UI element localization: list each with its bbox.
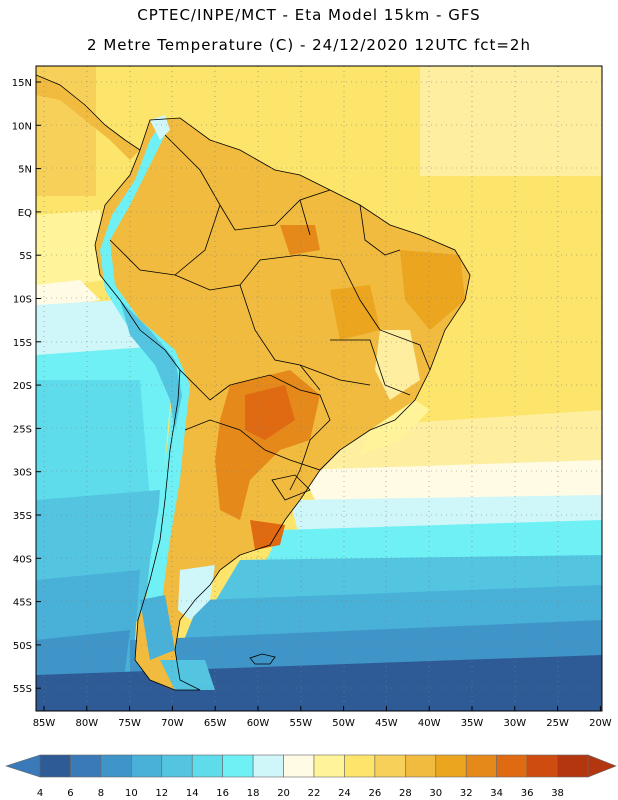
legend-value: 22	[308, 788, 321, 799]
legend-swatch	[557, 754, 589, 778]
legend-swatch	[344, 754, 376, 778]
andes-altiplano	[120, 300, 182, 430]
lon-label: 75W	[118, 718, 141, 729]
legend-arrow-high	[587, 754, 617, 778]
hot-zone-northeast	[400, 250, 465, 330]
legend-swatch	[465, 754, 497, 778]
lat-label: 10N	[12, 121, 32, 132]
legend-swatch	[374, 754, 406, 778]
hot-zone-pampa	[250, 520, 285, 550]
map-title: CPTEC/INPE/MCT - Eta Model 15km - GFS	[137, 6, 481, 24]
lat-label: 5N	[18, 165, 32, 176]
legend-value: 30	[429, 788, 442, 799]
legend-value: 26	[369, 788, 382, 799]
legend-value: 28	[399, 788, 412, 799]
lat-label: 15S	[13, 338, 32, 349]
legend-swatch	[161, 754, 193, 778]
legend-value: 38	[551, 788, 564, 799]
lon-label: 30W	[503, 718, 526, 729]
legend-value: 10	[125, 788, 138, 799]
legend-value: 34	[490, 788, 503, 799]
legend-swatch	[222, 754, 254, 778]
hot-zone-central	[330, 285, 380, 340]
legend-value: 8	[98, 788, 104, 799]
lat-label: 5S	[19, 251, 32, 262]
legend-swatch	[252, 754, 284, 778]
legend-value: 14	[186, 788, 199, 799]
ocean-pacific-18	[36, 300, 170, 360]
colombia-andes	[150, 115, 170, 140]
hot-zone-amazon	[280, 225, 320, 255]
lat-label: 55S	[13, 684, 32, 695]
lon-label: 85W	[33, 718, 56, 729]
legend-swatch	[526, 754, 558, 778]
legend-value: 16	[216, 788, 229, 799]
lon-label: 50W	[332, 718, 355, 729]
legend-arrow-low	[5, 754, 41, 778]
patagonia-ice	[140, 595, 175, 660]
legend-value: 6	[67, 788, 73, 799]
legend-swatch	[313, 754, 345, 778]
lon-label: 55W	[289, 718, 312, 729]
lat-label: 35S	[13, 511, 32, 522]
color-legend-labels: 4 6 8 10 12 14 16 18 20 22 24 26 28 30 32 34 36 38	[37, 788, 564, 799]
lat-label: 20S	[13, 381, 32, 392]
legend-value: 20	[277, 788, 290, 799]
cool-zone-southeast	[360, 400, 430, 455]
legend-swatch	[131, 754, 163, 778]
map-subtitle: 2 Metre Temperature (C) - 24/12/2020 12U…	[87, 36, 531, 54]
legend-swatch	[100, 754, 132, 778]
lat-label: 30S	[13, 468, 32, 479]
color-legend	[5, 754, 617, 778]
lat-label: 25S	[13, 424, 32, 435]
andes-cold	[100, 125, 190, 650]
lon-label: 35W	[461, 718, 484, 729]
lon-label: 70W	[161, 718, 184, 729]
lat-label: 45S	[13, 598, 32, 609]
legend-swatch	[435, 754, 467, 778]
legend-value: 24	[338, 788, 351, 799]
lon-label: 65W	[204, 718, 227, 729]
legend-swatch	[39, 754, 71, 778]
hot-zone-chaco	[215, 370, 320, 520]
lon-label: 40W	[418, 718, 441, 729]
legend-swatch	[191, 754, 223, 778]
hot-zone-core	[245, 385, 295, 440]
legend-value: 36	[521, 788, 534, 799]
tierra-del-fuego	[160, 660, 215, 690]
legend-swatch	[405, 754, 437, 778]
legend-swatch	[283, 754, 315, 778]
country-borders	[36, 74, 471, 691]
legend-value: 12	[155, 788, 168, 799]
map-frame	[35, 65, 603, 712]
patagonia-steppe	[178, 565, 215, 620]
legend-value: 32	[460, 788, 473, 799]
ocean-southern	[36, 655, 602, 711]
latitude-labels: 15N 10N 5N EQ 5S 10S 15S 20S 25S 30S 35S 40S 45S 50S 5…	[12, 78, 41, 695]
legend-value: 4	[37, 788, 43, 799]
lon-label: 20W	[589, 718, 612, 729]
lon-label: 25W	[546, 718, 569, 729]
map-field	[36, 66, 602, 711]
longitude-labels: 85W 80W 75W 70W 65W 60W 55W 50W 45W 40W 35W 30W 25W 2…	[33, 706, 612, 729]
lat-label: 10S	[13, 295, 32, 306]
land-central-america	[36, 75, 140, 160]
ocean-pacific-eq	[36, 210, 105, 290]
lon-label: 80W	[75, 718, 98, 729]
lat-label: 50S	[13, 641, 32, 652]
legend-swatch	[496, 754, 528, 778]
lon-label: 45W	[375, 718, 398, 729]
ocean-north-atlantic	[420, 66, 602, 176]
legend-swatch	[70, 754, 102, 778]
lat-label: 15N	[12, 78, 32, 89]
ocean-pacific-14	[36, 380, 150, 500]
legend-value: 18	[247, 788, 260, 799]
falkland-islands	[249, 653, 276, 665]
lat-label: 40S	[13, 554, 32, 565]
lon-label: 60W	[247, 718, 270, 729]
cool-zone-minas	[375, 330, 420, 400]
lat-label: EQ	[18, 208, 32, 219]
